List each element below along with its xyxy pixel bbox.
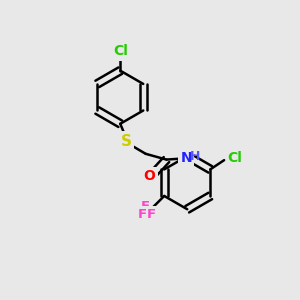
Text: Cl: Cl bbox=[228, 151, 242, 165]
Text: F: F bbox=[141, 200, 150, 213]
Text: O: O bbox=[144, 169, 155, 183]
Text: F: F bbox=[147, 208, 156, 221]
Text: F: F bbox=[138, 208, 147, 221]
Text: Cl: Cl bbox=[113, 44, 128, 58]
Text: S: S bbox=[121, 134, 131, 148]
Text: H: H bbox=[190, 150, 200, 163]
Text: N: N bbox=[180, 152, 192, 165]
